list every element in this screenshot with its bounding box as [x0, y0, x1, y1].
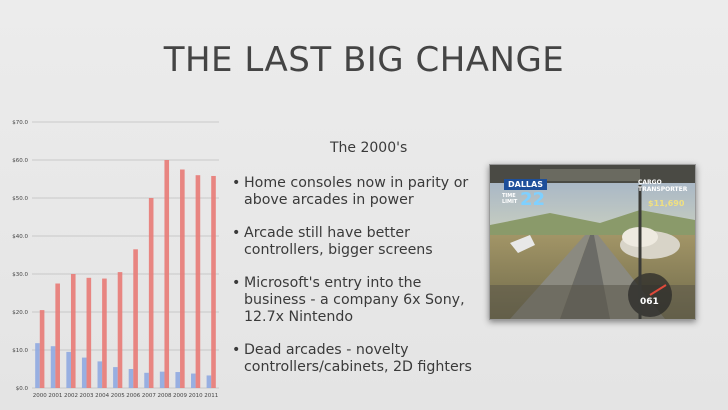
- bar-series-1: [117, 272, 123, 388]
- hud-time: 22: [520, 189, 546, 210]
- y-tick-label: $10.0: [12, 348, 28, 354]
- bar-series-1: [55, 283, 60, 388]
- bar-series-2: [97, 361, 103, 388]
- bar-series-2: [81, 357, 87, 388]
- bar-series-2: [144, 372, 149, 388]
- x-tick-label: 2001: [48, 393, 62, 399]
- y-tick-label: $30.0: [12, 272, 28, 278]
- bar-series-1: [164, 160, 170, 388]
- x-tick-label: 2007: [142, 393, 156, 399]
- bullet-item: • Home consoles now in parity or above ar…: [232, 175, 472, 209]
- x-tick-label: 2004: [95, 393, 109, 399]
- y-tick-label: $60.0: [12, 158, 28, 164]
- bar-series-2: [113, 367, 118, 388]
- bar-series-2: [66, 351, 71, 388]
- bullet-dot: •: [232, 175, 241, 191]
- slide-subtitle: The 2000's: [330, 140, 408, 156]
- game-scene-image: [490, 165, 695, 319]
- bar-series-1: [102, 278, 107, 388]
- bullet-text: Dead arcades - novelty controllers/cabin…: [244, 342, 472, 375]
- bar-series-1: [86, 277, 92, 388]
- bar-series-1: [133, 249, 138, 388]
- bullet-text: Microsoft's entry into the business - a …: [244, 275, 465, 325]
- y-tick-label: $40.0: [12, 234, 28, 240]
- bar-series-2: [35, 343, 40, 388]
- bar-series-1: [211, 175, 216, 388]
- bullet-dot: •: [232, 275, 241, 291]
- x-tick-label: 2000: [33, 393, 47, 399]
- bullet-dot: •: [232, 342, 241, 358]
- bullet-text: Home consoles now in parity or above arc…: [244, 175, 469, 208]
- bullet-dot: •: [232, 225, 241, 241]
- x-tick-label: 2006: [126, 393, 140, 399]
- bar-series-1: [195, 175, 201, 388]
- hud-city: DALLAS: [504, 179, 547, 190]
- bar-series-2: [50, 346, 56, 388]
- bar-series-1: [148, 198, 154, 388]
- bar-series-1: [39, 310, 45, 388]
- bullet-text: Arcade still have better controllers, bi…: [244, 225, 433, 258]
- game-screenshot: DALLAS TIME LIMIT 22 CARGO TRANSPORTER $…: [489, 164, 696, 320]
- x-tick-label: 2011: [204, 393, 218, 399]
- bar-series-1: [70, 274, 76, 388]
- bar-series-2: [206, 375, 212, 388]
- hud-cargo: CARGO TRANSPORTER: [638, 179, 688, 193]
- y-tick-label: $20.0: [12, 310, 28, 316]
- hud-money: $11,690: [648, 199, 685, 208]
- slide-title: THE LAST BIG CHANGE: [163, 40, 565, 80]
- bullet-list: • Home consoles now in parity or above ar…: [232, 175, 472, 392]
- x-tick-label: 2003: [80, 393, 94, 399]
- bar-series-2: [191, 373, 196, 388]
- y-tick-label: $50.0: [12, 196, 28, 202]
- bullet-item: • Dead arcades - novelty controllers/cabi…: [232, 342, 472, 376]
- hud-speed: 061: [640, 297, 659, 307]
- bullet-item: • Arcade still have better controllers, b…: [232, 225, 472, 259]
- x-tick-label: 2005: [111, 393, 125, 399]
- y-tick-label: $0.0: [16, 386, 29, 392]
- hud-time-label: TIME LIMIT: [502, 193, 518, 205]
- x-tick-label: 2009: [173, 393, 187, 399]
- x-tick-label: 2010: [189, 393, 203, 399]
- bar-series-2: [128, 369, 134, 388]
- bullet-item: • Microsoft's entry into the business - a…: [232, 275, 472, 326]
- revenue-bar-chart: $0.0 $10.0 $20.0 $30.0 $40.0 $50.0 $60.0 $70.0 2…: [12, 120, 219, 399]
- bar-series-2: [159, 371, 165, 388]
- x-tick-label: 2002: [64, 393, 78, 399]
- y-tick-label: $70.0: [12, 120, 28, 126]
- x-tick-label: 2008: [157, 393, 171, 399]
- bar-series-2: [175, 372, 181, 388]
- bar-series-1: [180, 169, 185, 388]
